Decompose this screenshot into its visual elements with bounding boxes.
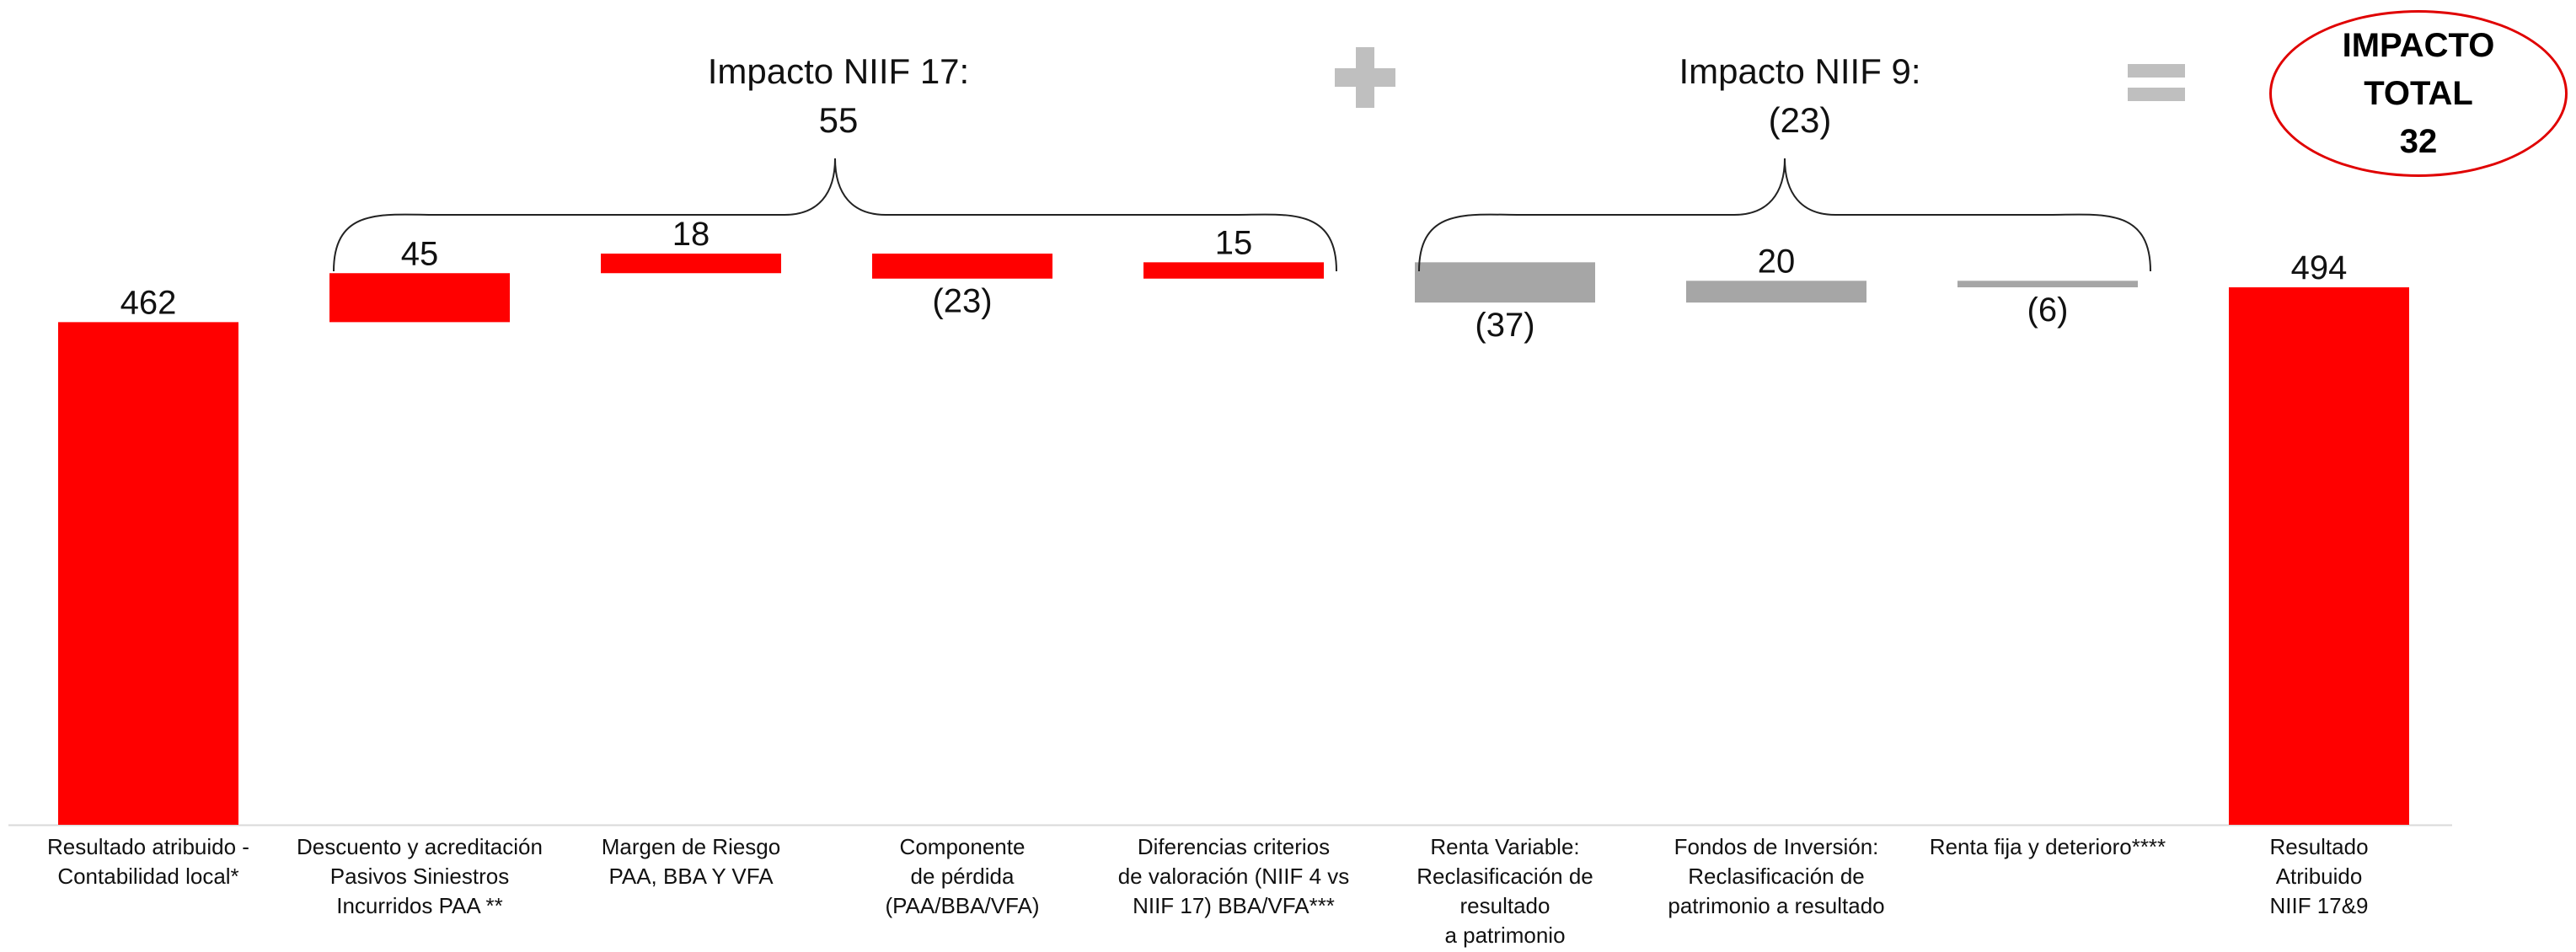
category-label-5: Diferencias criterios de valoración (NII… [1117, 834, 1350, 918]
niif9-group-label: Impacto NIIF 9: [1679, 51, 1921, 91]
category-label-6: Renta Variable: Reclasificación de resul… [1417, 834, 1593, 948]
category-label-7: Fondos de Inversión: Reclasificación de … [1668, 834, 1885, 918]
plus-icon-v [1356, 47, 1374, 108]
data-label-6: (37) [1475, 307, 1534, 344]
category-label-9: Resultado Atribuido NIIF 17&9 [2269, 834, 2369, 918]
niif9-group-title: Impacto NIIF 9: (23) [1631, 47, 1968, 145]
data-label-9: 494 [2291, 249, 2348, 286]
bar-6 [1415, 262, 1595, 303]
category-label-8: Renta fija y deterioro**** [1929, 834, 2166, 859]
niif17-group-value: 55 [818, 100, 859, 140]
category-label-4: Componente de pérdida (PAA/BBA/VFA) [885, 834, 1040, 918]
total-impact-badge: IMPACTO TOTAL 32 [2269, 10, 2568, 177]
total-impact-line1: IMPACTO [2342, 26, 2495, 64]
bar-9 [2229, 287, 2409, 825]
bar-5 [1143, 262, 1324, 279]
total-impact-line2: TOTAL [2364, 74, 2473, 112]
bar-4 [872, 254, 1052, 279]
category-label-2: Descuento y acreditación Pasivos Siniest… [297, 834, 543, 918]
category-label-1: Resultado atribuido - Contabilidad local… [47, 834, 249, 889]
bar-2 [329, 273, 510, 323]
brace-niif9 [1418, 158, 2151, 272]
data-label-8: (6) [2027, 291, 2069, 329]
data-label-3: 18 [672, 216, 710, 253]
data-label-5: 15 [1215, 224, 1253, 261]
bar-8 [1957, 281, 2138, 288]
niif17-group-title: Impacto NIIF 17: 55 [670, 47, 1007, 145]
data-label-2: 45 [401, 235, 439, 272]
niif17-group-label: Impacto NIIF 17: [707, 51, 970, 91]
data-label-7: 20 [1758, 243, 1796, 280]
bar-1 [58, 322, 238, 825]
equals-icon-top [2128, 64, 2185, 78]
niif9-group-value: (23) [1768, 100, 1832, 140]
data-label-1: 462 [120, 284, 177, 321]
data-label-4: (23) [932, 283, 992, 320]
category-label-3: Margen de Riesgo PAA, BBA Y VFA [601, 834, 781, 889]
brace-niif17 [333, 158, 1337, 272]
total-impact-value: 32 [2399, 122, 2438, 160]
equals-icon-bottom [2128, 88, 2185, 101]
bar-3 [601, 254, 781, 274]
bar-7 [1686, 281, 1866, 303]
